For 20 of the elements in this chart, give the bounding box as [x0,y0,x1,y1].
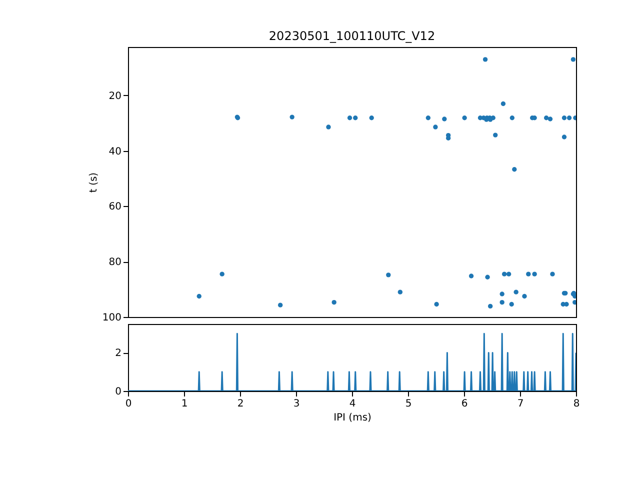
y-tick-label: 0 [115,386,122,398]
y-tick-label: 60 [108,202,122,213]
y-tick-label: 40 [108,146,122,158]
x-tick-label: 6 [461,398,468,410]
x-tick-label: 0 [125,398,132,410]
chart-title: 20230501_100110UTC_V12 [268,29,436,43]
x-tick-label: 5 [405,398,412,410]
y-tick-label: 2 [115,348,122,360]
x-tick-label: 1 [181,398,188,410]
y-axis-title: t (s) [88,172,100,193]
x-tick-label: 8 [573,398,580,410]
x-tick-label: 3 [293,398,300,410]
x-tick-label: 2 [237,398,244,410]
y-tick-label: 100 [102,312,122,324]
line-series [128,332,576,391]
x-axis-title: IPI (ms) [334,412,372,424]
y-tick-label: 80 [108,257,122,268]
y-tick-label: 20 [108,90,122,102]
x-tick-label: 7 [517,398,524,410]
x-tick-label: 4 [349,398,356,410]
